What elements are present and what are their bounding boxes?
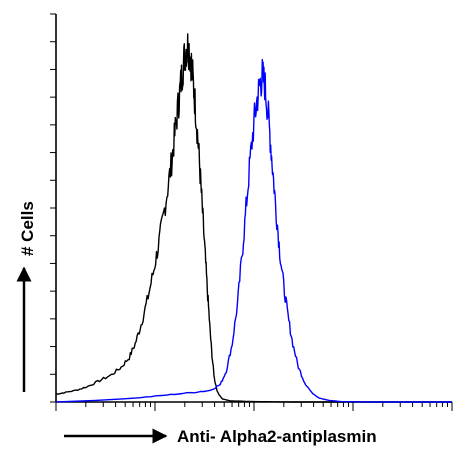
x-axis-ticks bbox=[55, 402, 453, 411]
series-layer bbox=[55, 33, 452, 403]
control-histogram-line bbox=[55, 33, 452, 403]
y-axis-ticks bbox=[50, 13, 56, 403]
y-axis-label: # Cells bbox=[18, 201, 37, 256]
stained-histogram-line bbox=[55, 58, 452, 403]
plot-frame bbox=[55, 14, 452, 403]
x-axis-label: Anti- Alpha2-antiplasmin bbox=[177, 427, 377, 446]
